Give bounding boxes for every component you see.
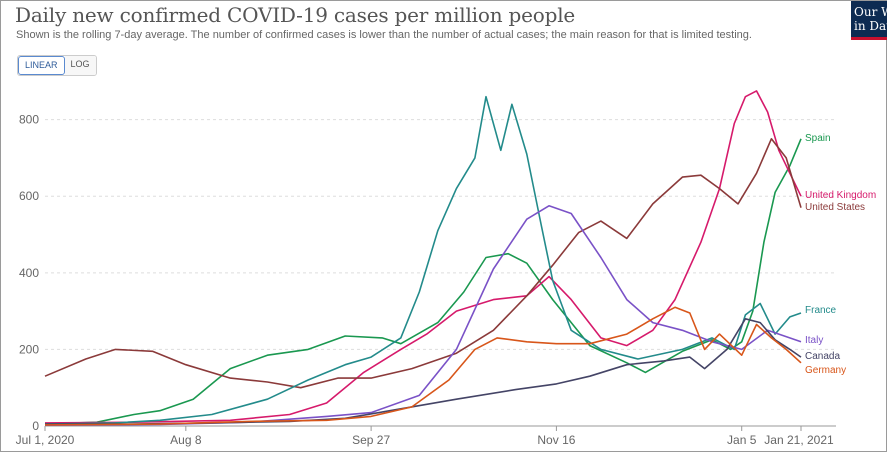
x-tick-label: Aug 8 [170,433,202,447]
y-tick-label: 200 [19,342,39,356]
y-tick-label: 0 [32,419,39,433]
owid-logo[interactable]: Our World in Data [851,1,887,40]
scale-toggle: LINEAR LOG [17,55,97,76]
x-axis-ticks: Jul 1, 2020 Aug 8 Sep 27 Nov 16 Jan 5 Jan 21,… [16,426,834,447]
y-tick-label: 600 [19,189,39,203]
series-line-france[interactable] [44,95,802,425]
series-line-united-kingdom[interactable] [44,90,802,424]
x-tick-label: Jul 1, 2020 [16,433,75,447]
x-tick-label: Nov 16 [537,433,575,447]
logo-line-2: in Data [854,19,887,33]
y-tick-label: 800 [19,113,39,127]
series-line-spain[interactable] [44,138,802,425]
series-line-italy[interactable] [44,205,802,426]
series-line-united-states[interactable] [44,138,802,389]
x-tick-label: Sep 27 [352,433,390,447]
series-label-germany: Germany [805,365,846,376]
series-label-italy: Italy [805,335,823,346]
series-label-spain: Spain [805,133,831,144]
linear-scale-button[interactable]: LINEAR [18,56,65,75]
y-axis-ticks: 0 200 400 600 800 [19,113,39,433]
series-label-canada: Canada [805,351,840,362]
gridlines [45,119,836,427]
x-tick-label: Jan 21, 2021 [764,433,834,447]
series-line-germany[interactable] [44,306,802,426]
series-label-united-states: United States [805,202,865,213]
y-tick-label: 400 [19,266,39,280]
series-label-france: France [805,305,837,316]
series-label-united-kingdom: United Kingdom [805,190,876,201]
series-lines [44,90,802,426]
log-scale-button[interactable]: LOG [64,56,96,75]
x-tick-label: Jan 5 [727,433,757,447]
logo-line-1: Our World [854,5,887,19]
chart-subtitle: Shown is the rolling 7-day average. The … [16,29,752,41]
series-line-canada[interactable] [45,317,802,425]
chart-title: Daily new confirmed COVID-19 cases per m… [15,3,576,27]
